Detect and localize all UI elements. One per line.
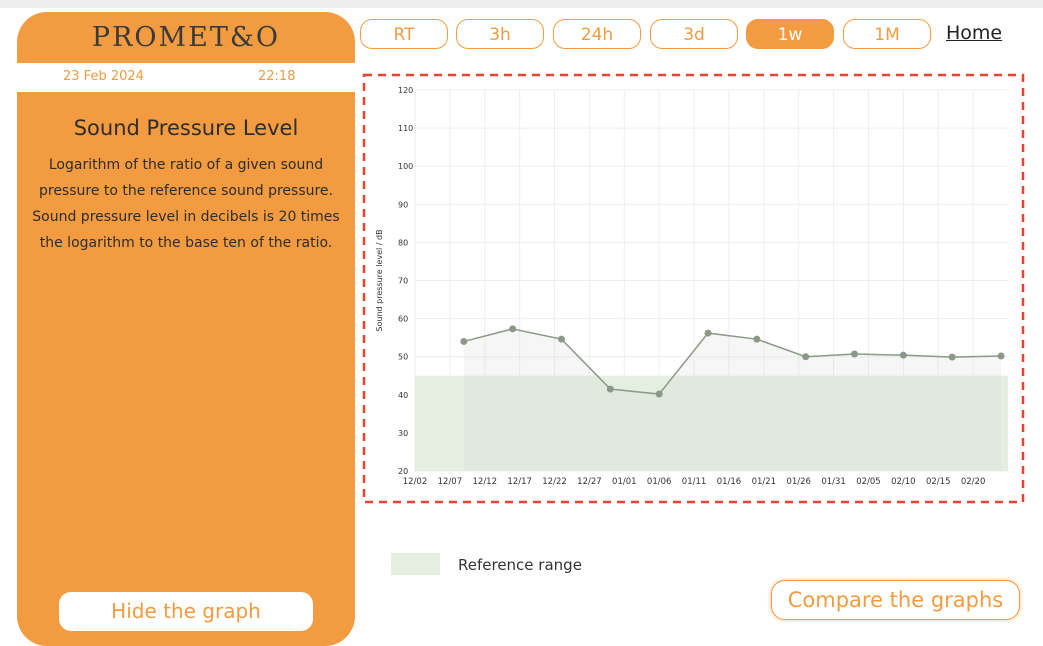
y-axis-label: Sound pressure level / dB [375, 229, 384, 331]
home-link[interactable]: Home [946, 22, 1003, 44]
point [948, 353, 956, 361]
point [851, 350, 859, 358]
x-tick-label: 01/26 [786, 477, 811, 487]
x-tick-label: 01/21 [752, 477, 777, 487]
side-panel: PROMET&O 23 Feb 2024 22:18 Sound Pressur… [17, 12, 355, 646]
y-tick-label: 70 [398, 277, 408, 286]
x-tick-label: 01/16 [717, 477, 742, 487]
x-tick-label: 01/01 [612, 477, 637, 487]
point [509, 325, 517, 333]
x-tick-label: 02/15 [926, 477, 951, 487]
description-line: Logarithm of the ratio of a given sound [48, 157, 324, 173]
legend-label: Reference range [458, 556, 582, 574]
y-tick-label: 20 [398, 467, 408, 476]
info-title: Sound Pressure Level [73, 116, 299, 140]
y-tick-label: 120 [398, 86, 413, 95]
point [704, 329, 712, 337]
y-tick-label: 50 [398, 353, 408, 362]
x-tick-label: 12/17 [507, 477, 532, 487]
range-button[interactable]: 3h [456, 19, 544, 49]
x-tick-label: 01/31 [821, 477, 846, 487]
x-tick-label: 12/07 [438, 477, 463, 487]
hide-button[interactable]: Hide the graph [59, 592, 313, 631]
y-tick-label: 60 [398, 315, 408, 324]
x-tick-label: 12/27 [577, 477, 602, 487]
x-tick-label: 02/05 [856, 477, 881, 487]
y-tick-label: 90 [398, 200, 408, 209]
description-line: the logarithm to the base ten of the rat… [39, 235, 333, 251]
y-tick-label: 100 [398, 162, 413, 171]
point [802, 353, 810, 361]
date-strip: 23 Feb 2024 22:18 [17, 63, 355, 92]
point [606, 385, 614, 393]
range-button[interactable]: 1w [746, 19, 834, 49]
legend-swatch [391, 553, 440, 575]
time: 22:18 [258, 69, 296, 84]
x-tick-label: 01/11 [682, 477, 707, 487]
range-button[interactable]: 3d [650, 19, 738, 49]
point [558, 335, 566, 343]
date: 23 Feb 2024 [63, 69, 144, 84]
area [463, 328, 1002, 471]
x-tick-label: 12/02 [403, 477, 428, 487]
x-tick-label: 12/22 [542, 477, 567, 487]
top-bar [0, 0, 1043, 8]
y-tick-label: 30 [398, 429, 408, 438]
range-button[interactable]: RT [360, 19, 448, 49]
point [655, 390, 663, 398]
range-button[interactable]: 24h [553, 19, 641, 49]
logo: PROMET&O [91, 22, 281, 53]
point [753, 335, 761, 343]
compare-button[interactable]: Compare the graphs [771, 580, 1020, 620]
x-tick-label: 12/12 [473, 477, 498, 487]
reference-range [415, 375, 1008, 471]
y-tick-label: 40 [398, 391, 408, 400]
y-tick-label: 80 [398, 238, 408, 247]
description-line: pressure to the reference sound pressure… [38, 183, 333, 199]
range-button[interactable]: 1M [843, 19, 931, 49]
x-tick-label: 01/06 [647, 477, 672, 487]
y-tick-label: 110 [398, 124, 413, 133]
x-tick-label: 02/10 [891, 477, 916, 487]
point [460, 337, 468, 345]
x-tick-label: 02/20 [961, 477, 986, 487]
description: Logarithm of the ratio of a given sound … [17, 152, 355, 256]
point [997, 352, 1005, 360]
line [463, 328, 1002, 395]
description-line: Sound pressure level in decibels is 20 t… [32, 209, 340, 225]
point [899, 351, 907, 359]
chart-frame [362, 73, 1025, 504]
